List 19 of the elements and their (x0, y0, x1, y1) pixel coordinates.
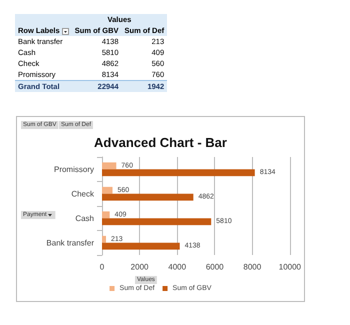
bar (102, 162, 116, 170)
x-tick-label: 6000 (206, 262, 224, 272)
x-tick-label: 4000 (168, 262, 187, 272)
bar (102, 211, 110, 218)
x-tick-label: 0 (100, 262, 105, 272)
bar (102, 218, 212, 226)
x-tick-label: 8000 (243, 262, 262, 272)
chart-title: Advanced Chart - Bar (94, 135, 227, 150)
y-tick-label: Promissory (54, 164, 94, 174)
x-tick-label: 10000 (278, 262, 302, 272)
bar (102, 186, 113, 194)
bar (102, 242, 180, 250)
y-tick-label: Check (71, 189, 95, 198)
bar (102, 194, 194, 201)
bar (102, 169, 255, 176)
y-tick-label: Bank transfer (46, 238, 94, 248)
y-tick-label: Cash (75, 214, 94, 223)
bar (102, 236, 106, 243)
x-tick-label: 2000 (130, 262, 150, 272)
